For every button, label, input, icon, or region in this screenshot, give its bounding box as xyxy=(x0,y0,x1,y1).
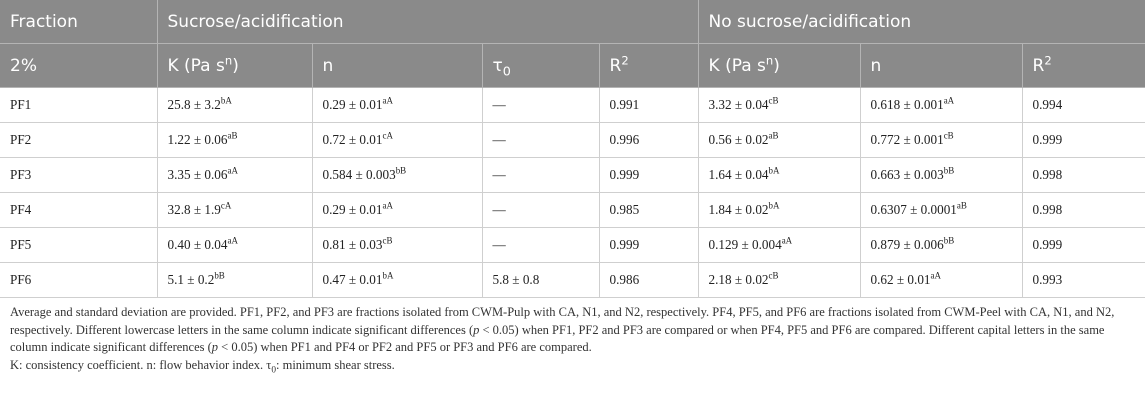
cell-n-a: 0.81 ± 0.03cB xyxy=(311,227,483,263)
cell-fraction: PF6 xyxy=(0,262,158,298)
results-table: Fraction Sucrose/acidification No sucros… xyxy=(0,0,1145,298)
header-row-columns: 2% K (Pa sn) n τ0 R2 K (Pa sn) n R2 xyxy=(0,43,1145,88)
table-row: PF2 1.22 ± 0.06aB 0.72 ± 0.01cA — 0.996 … xyxy=(0,122,1145,158)
cell-r2-b: 0.999 xyxy=(1021,122,1145,158)
cell-fraction: PF1 xyxy=(0,87,158,123)
cell-fraction: PF2 xyxy=(0,122,158,158)
table-row: PF6 5.1 ± 0.2bB 0.47 ± 0.01bA 5.8 ± 0.8 … xyxy=(0,262,1145,298)
table-row: PF4 32.8 ± 1.9cA 0.29 ± 0.01aA — 0.985 1… xyxy=(0,192,1145,228)
cell-r2-b: 0.999 xyxy=(1021,227,1145,263)
table-row: PF1 25.8 ± 3.2bA 0.29 ± 0.01aA — 0.991 3… xyxy=(0,87,1145,123)
cell-n-b: 0.6307 ± 0.0001aB xyxy=(859,192,1023,228)
cell-tau: — xyxy=(481,87,600,123)
cell-n-b: 0.618 ± 0.001aA xyxy=(859,87,1023,123)
cell-n-b: 0.663 ± 0.003bB xyxy=(859,157,1023,193)
cell-r2-a: 0.996 xyxy=(598,122,699,158)
cell-tau: — xyxy=(481,157,600,193)
header-k-a: K (Pa sn) xyxy=(157,43,313,88)
cell-k-b: 3.32 ± 0.04cB xyxy=(697,87,861,123)
cell-k-b: 0.56 ± 0.02aB xyxy=(697,122,861,158)
cell-k-b: 0.129 ± 0.004aA xyxy=(697,227,861,263)
table-row: PF5 0.40 ± 0.04aA 0.81 ± 0.03cB — 0.999 … xyxy=(0,227,1145,263)
cell-fraction: PF5 xyxy=(0,227,158,263)
cell-n-a: 0.47 ± 0.01bA xyxy=(311,262,483,298)
cell-n-b: 0.62 ± 0.01aA xyxy=(859,262,1023,298)
header-k-b: K (Pa sn) xyxy=(698,43,861,88)
cell-k-a: 5.1 ± 0.2bB xyxy=(156,262,313,298)
cell-r2-b: 0.993 xyxy=(1021,262,1145,298)
cell-r2-a: 0.999 xyxy=(598,157,699,193)
cell-n-a: 0.584 ± 0.003bB xyxy=(311,157,483,193)
header-n-b: n xyxy=(860,43,1023,88)
cell-k-b: 1.84 ± 0.02bA xyxy=(697,192,861,228)
cell-tau: — xyxy=(481,122,600,158)
cell-k-a: 1.22 ± 0.06aB xyxy=(156,122,313,158)
cell-tau: — xyxy=(481,227,600,263)
cell-n-b: 0.879 ± 0.006bB xyxy=(859,227,1023,263)
header-r2-a: R2 xyxy=(599,43,699,88)
table-row: PF3 3.35 ± 0.06aA 0.584 ± 0.003bB — 0.99… xyxy=(0,157,1145,193)
cell-r2-b: 0.994 xyxy=(1021,87,1145,123)
header-tau: τ0 xyxy=(482,43,600,88)
header-n-a: n xyxy=(312,43,483,88)
cell-k-a: 0.40 ± 0.04aA xyxy=(156,227,313,263)
cell-tau: — xyxy=(481,192,600,228)
cell-r2-a: 0.985 xyxy=(598,192,699,228)
cell-fraction: PF3 xyxy=(0,157,158,193)
cell-n-b: 0.772 ± 0.001cB xyxy=(859,122,1023,158)
header-group-sucrose: Sucrose/acidification xyxy=(157,0,699,44)
cell-k-b: 2.18 ± 0.02cB xyxy=(697,262,861,298)
cell-r2-a: 0.986 xyxy=(598,262,699,298)
table-footnotes: Average and standard deviation are provi… xyxy=(0,298,1145,376)
cell-k-a: 32.8 ± 1.9cA xyxy=(156,192,313,228)
cell-k-a: 25.8 ± 3.2bA xyxy=(156,87,313,123)
cell-r2-b: 0.998 xyxy=(1021,157,1145,193)
cell-k-a: 3.35 ± 0.06aA xyxy=(156,157,313,193)
cell-r2-a: 0.991 xyxy=(598,87,699,123)
footnote-methods: Average and standard deviation are provi… xyxy=(10,305,1115,355)
cell-n-a: 0.29 ± 0.01aA xyxy=(311,192,483,228)
header-concentration: 2% xyxy=(0,43,158,88)
cell-n-a: 0.72 ± 0.01cA xyxy=(311,122,483,158)
header-fraction: Fraction xyxy=(0,0,158,44)
cell-r2-a: 0.999 xyxy=(598,227,699,263)
cell-k-b: 1.64 ± 0.04bA xyxy=(697,157,861,193)
header-group-no-sucrose: No sucrose/acidification xyxy=(698,0,1145,44)
cell-tau: 5.8 ± 0.8 xyxy=(481,262,600,298)
footnote-abbreviations: K: consistency coefficient. n: flow beha… xyxy=(10,357,395,376)
header-row-groups: Fraction Sucrose/acidification No sucros… xyxy=(0,0,1145,44)
cell-fraction: PF4 xyxy=(0,192,158,228)
header-r2-b: R2 xyxy=(1022,43,1145,88)
cell-r2-b: 0.998 xyxy=(1021,192,1145,228)
cell-n-a: 0.29 ± 0.01aA xyxy=(311,87,483,123)
